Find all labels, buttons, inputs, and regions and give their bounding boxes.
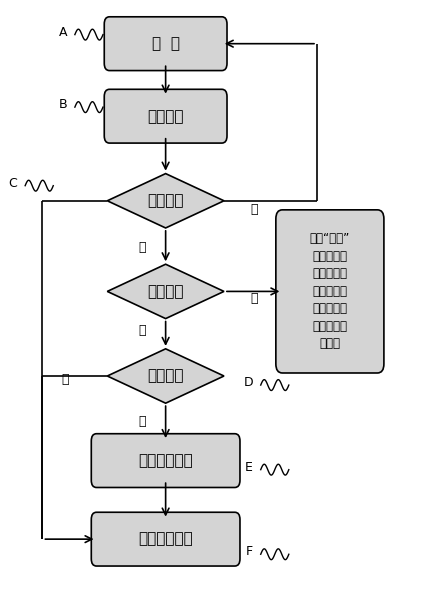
FancyBboxPatch shape (104, 89, 227, 143)
Text: B: B (58, 98, 67, 111)
Polygon shape (107, 174, 224, 228)
FancyBboxPatch shape (275, 210, 383, 373)
Text: 否: 否 (138, 324, 146, 337)
Text: 合: 合 (138, 242, 146, 254)
Text: 旁路直流供电: 旁路直流供电 (138, 453, 193, 468)
Text: 交流供电: 交流供电 (147, 109, 184, 124)
Text: 否: 否 (61, 373, 68, 385)
Text: 是: 是 (138, 415, 146, 428)
Text: C: C (9, 177, 17, 190)
Text: D: D (243, 376, 252, 389)
Text: 故障自检: 故障自检 (147, 284, 184, 299)
Text: F: F (245, 545, 252, 558)
FancyBboxPatch shape (91, 434, 240, 487)
Text: 晦电监测: 晦电监测 (147, 368, 184, 384)
Polygon shape (107, 349, 224, 403)
Text: 分: 分 (250, 203, 257, 216)
Text: 延时“脱扎”
功能自动退
出，并以交
流电维持接
触器吸合，
且进行故障
指示。: 延时“脱扎” 功能自动退 出，并以交 流电维持接 触器吸合， 且进行故障 指示。 (309, 232, 349, 350)
Text: 是: 是 (250, 292, 257, 305)
Text: 切回交流供电: 切回交流供电 (138, 532, 193, 547)
FancyBboxPatch shape (91, 512, 240, 566)
Polygon shape (107, 264, 224, 319)
Text: E: E (244, 461, 252, 473)
Text: A: A (59, 25, 67, 39)
FancyBboxPatch shape (104, 17, 227, 70)
Text: 启  动: 启 动 (151, 36, 179, 51)
Text: 状态监测: 状态监测 (147, 193, 184, 208)
